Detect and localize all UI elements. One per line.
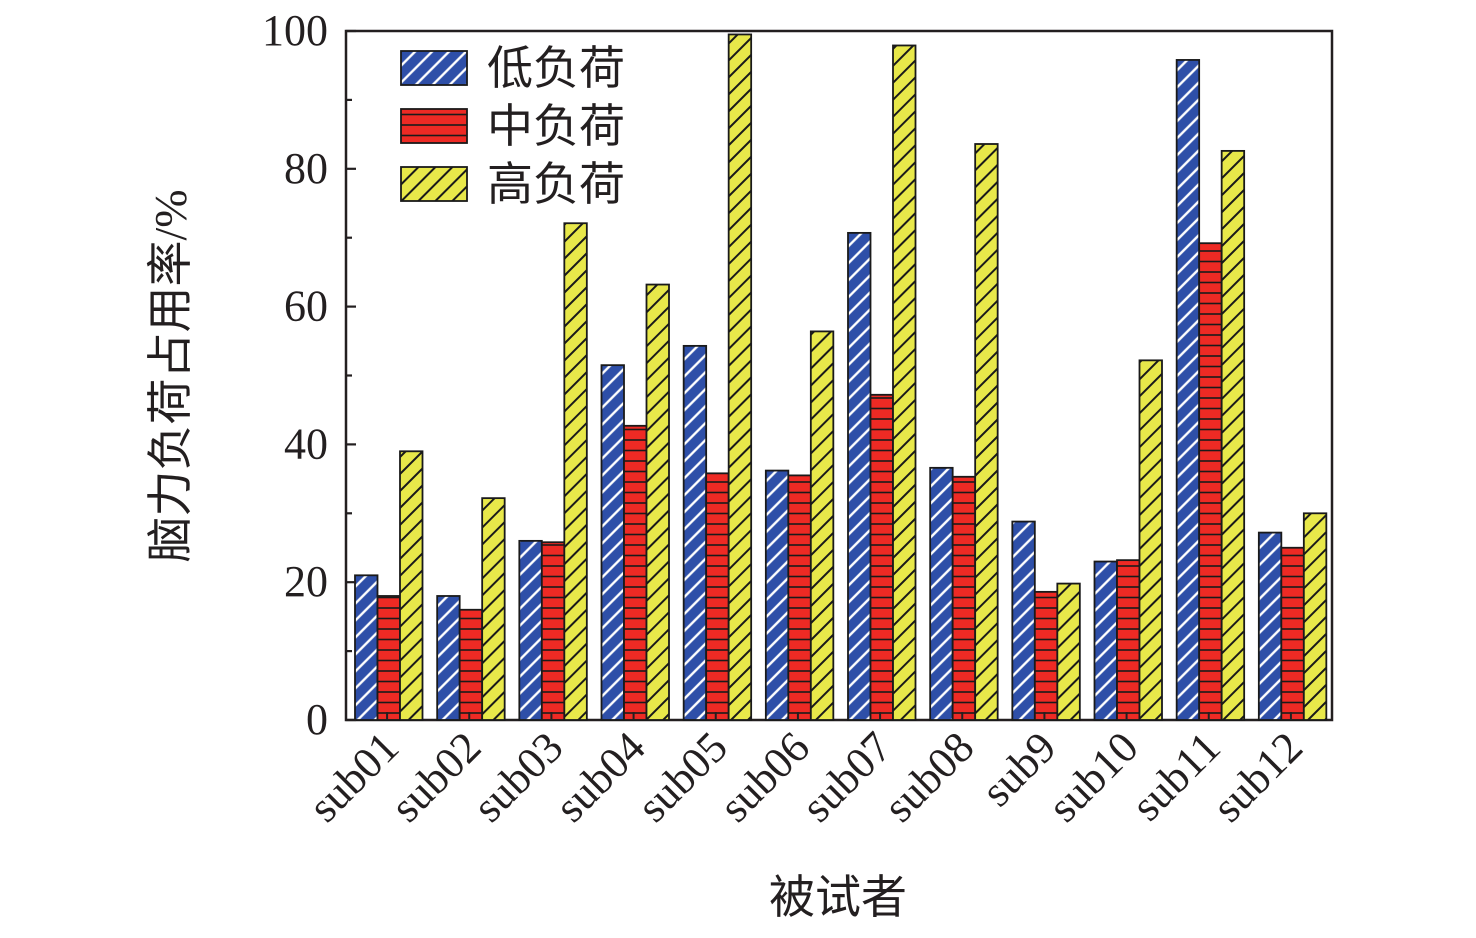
bar-low-load-sub07 [847,231,872,721]
y-axis: 0 20 40 60 80 100 [262,6,356,744]
x-tick-label: sub02 [381,722,490,831]
legend-label-high-load: 高负荷 [487,159,625,210]
bar-low-load-sub9 [1011,520,1036,721]
y-tick-label: 20 [284,557,328,606]
bar-medium-load-sub07 [869,393,894,721]
bar-low-load-sub04 [600,364,625,721]
y-tick-label: 0 [306,695,328,744]
bar-high-load-sub07 [892,44,917,721]
bar-medium-load-sub06 [787,474,812,721]
x-tick-label: sub06 [710,722,819,831]
y-tick-label: 100 [262,6,328,55]
x-tick-label: sub11 [1122,722,1230,830]
bar-high-load-sub04 [645,283,670,721]
bar-low-load-sub01 [354,574,379,721]
bar-medium-load-sub01 [376,595,401,721]
bar-high-load-sub06 [809,330,835,721]
bar-low-load-sub10 [1093,560,1118,721]
y-tick-label: 40 [284,419,328,468]
bar-high-load-sub11 [1220,149,1246,721]
x-tick-label: sub12 [1203,722,1312,831]
bar-low-load-sub03 [518,539,543,721]
bar-high-load-sub12 [1302,512,1328,721]
legend-swatch-low-load [400,50,468,86]
bar-low-load-sub08 [929,466,954,721]
bar-high-load-sub10 [1138,359,1163,721]
x-axis-title: 被试者 [769,872,907,923]
x-tick-label: sub07 [792,722,901,831]
bar-medium-load-sub11 [1198,242,1223,721]
x-tick-label: sub08 [874,722,983,831]
bar-medium-load-sub08 [951,475,977,721]
bar-medium-load-sub10 [1116,559,1141,721]
legend-label-medium-load: 中负荷 [487,101,625,152]
y-tick-label: 80 [284,144,328,193]
legend-swatch-high-load [400,166,468,202]
bar-high-load-sub08 [974,143,999,721]
legend-label-low-load: 低负荷 [487,43,625,94]
bar-medium-load-sub05 [705,472,730,721]
bar-low-load-sub02 [436,595,461,721]
x-tick-label: sub04 [546,722,655,831]
y-tick-label: 60 [284,282,328,331]
bar-high-load-sub05 [727,33,753,721]
bar-low-load-sub12 [1257,531,1283,721]
bar-high-load-sub01 [399,450,424,721]
x-tick-label: sub03 [464,722,573,831]
y-axis-title: 脑力负荷占用率/% [145,189,196,562]
bar-high-load-sub03 [563,222,588,721]
legend-swatch-medium-load [400,108,468,144]
x-tick-label: sub05 [628,722,737,831]
bar-medium-load-sub9 [1033,590,1059,721]
bar-medium-load-sub04 [623,424,648,721]
bar-high-load-sub9 [1056,582,1081,721]
bar-medium-load-sub12 [1280,546,1305,721]
x-tick-label: sub10 [1039,722,1148,831]
bar-high-load-sub02 [481,497,506,721]
bar-medium-load-sub02 [458,608,484,721]
bars-group [354,33,1328,721]
bar-low-load-sub11 [1175,59,1201,721]
bar-low-load-sub05 [682,344,708,721]
bar-low-load-sub06 [764,469,790,721]
x-axis: sub01sub02sub03sub04sub05sub06sub07sub08… [299,712,1312,831]
bar-medium-load-sub03 [540,541,566,721]
